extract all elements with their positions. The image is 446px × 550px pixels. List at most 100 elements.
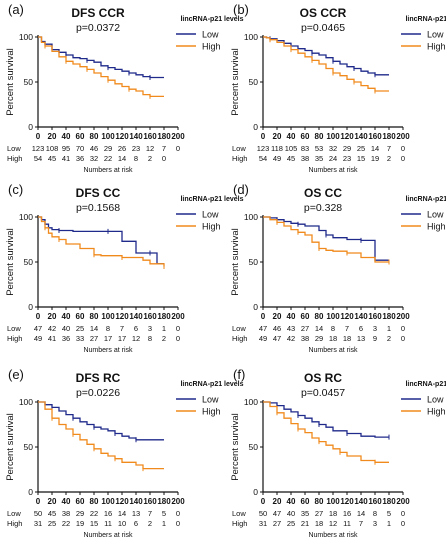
y-tick-label: 100 xyxy=(19,212,33,222)
risk-table: Low 47 42 40 25 14 8 7 6 3 1 0 High 49 41 36 33 27 17 17 12 8… xyxy=(7,324,180,343)
x-tick-label: 180 xyxy=(157,497,171,506)
x-tick-label: 200 xyxy=(171,312,185,321)
risk-cell: 7 xyxy=(345,324,349,333)
y-tick-label: 0 xyxy=(253,487,258,497)
panel-label: (f) xyxy=(233,367,245,382)
risk-row-label-low: Low xyxy=(7,144,21,153)
risk-row-label-low: Low xyxy=(232,324,246,333)
x-tick-label: 120 xyxy=(340,132,354,141)
legend-label-low: Low xyxy=(427,210,444,220)
series-line-high xyxy=(38,401,164,470)
x-tick-label: 120 xyxy=(115,312,129,321)
risk-cell: 3 xyxy=(148,324,152,333)
risk-cell: 6 xyxy=(134,519,138,528)
series-line-low xyxy=(263,216,389,261)
risk-cell: 49 xyxy=(34,334,42,343)
risk-cell: 35 xyxy=(315,154,323,163)
risk-cell: 18 xyxy=(329,334,337,343)
legend-title: lincRNA-p21 levels xyxy=(405,381,446,388)
y-tick-label: 0 xyxy=(28,302,33,312)
x-tick-label: 0 xyxy=(36,132,41,141)
y-tick-label: 50 xyxy=(249,257,259,267)
risk-cell: 13 xyxy=(357,334,365,343)
risk-cell: 41 xyxy=(62,154,70,163)
risk-cell: 108 xyxy=(46,144,59,153)
x-tick-label: 40 xyxy=(62,497,71,506)
legend: lincRNA-p21 levels Low High xyxy=(401,16,446,52)
risk-cell: 29 xyxy=(315,334,323,343)
risk-table-caption: Numbers at risk xyxy=(83,347,133,354)
risk-cell: 18 xyxy=(329,509,337,518)
risk-cell: 2 xyxy=(148,154,152,163)
risk-cell: 38 xyxy=(62,509,70,518)
x-tick-label: 20 xyxy=(273,497,282,506)
x-tick-label: 200 xyxy=(171,132,185,141)
x-tick-label: 140 xyxy=(354,312,368,321)
legend-label-high: High xyxy=(427,42,446,52)
series-line-high xyxy=(38,216,165,267)
risk-cell: 2 xyxy=(387,334,391,343)
risk-cell: 38 xyxy=(301,334,309,343)
x-tick-label: 120 xyxy=(340,497,354,506)
panel-label: (b) xyxy=(233,2,249,17)
x-tick-label: 100 xyxy=(326,312,340,321)
x-tick-label: 200 xyxy=(396,132,410,141)
x-tick-label: 40 xyxy=(62,312,71,321)
legend-title: lincRNA-p21 levels xyxy=(405,16,446,23)
chart-title: DFS CCR xyxy=(71,6,125,20)
x-tick-label: 60 xyxy=(301,497,310,506)
y-tick-label: 0 xyxy=(28,122,33,132)
x-tick-label: 0 xyxy=(261,312,266,321)
risk-cell: 1 xyxy=(162,324,166,333)
risk-cell: 118 xyxy=(271,144,283,153)
risk-cell: 7 xyxy=(148,509,152,518)
risk-cell: 42 xyxy=(48,324,56,333)
x-tick-label: 80 xyxy=(315,312,324,321)
y-tick-label: 100 xyxy=(244,32,258,42)
y-axis-label: Percent survival xyxy=(5,48,16,116)
x-tick-label: 120 xyxy=(340,312,354,321)
legend-label-high: High xyxy=(427,407,446,417)
x-tick-label: 20 xyxy=(48,497,57,506)
legend-label-high: High xyxy=(427,222,446,232)
risk-cell: 53 xyxy=(315,144,323,153)
risk-cell: 11 xyxy=(343,519,351,528)
risk-cell: 0 xyxy=(176,519,180,528)
risk-cell: 22 xyxy=(90,509,98,518)
risk-cell: 18 xyxy=(315,519,323,528)
x-tick-label: 120 xyxy=(115,132,129,141)
chart-title: OS RC xyxy=(304,371,342,385)
x-tick-label: 140 xyxy=(129,312,143,321)
risk-cell: 13 xyxy=(132,509,140,518)
risk-cell: 1 xyxy=(387,519,391,528)
risk-cell: 25 xyxy=(76,324,84,333)
risk-row-label-high: High xyxy=(232,519,247,528)
risk-cell: 8 xyxy=(134,154,138,163)
risk-table-caption: Numbers at risk xyxy=(308,532,358,539)
series-line-low xyxy=(38,36,164,79)
x-tick-label: 160 xyxy=(143,312,157,321)
legend-label-low: Low xyxy=(202,210,219,220)
risk-cell: 45 xyxy=(287,154,295,163)
risk-cell: 123 xyxy=(257,144,270,153)
risk-cell: 8 xyxy=(106,324,110,333)
risk-cell: 11 xyxy=(104,519,112,528)
risk-cell: 1 xyxy=(387,324,391,333)
x-tick-label: 180 xyxy=(157,312,171,321)
y-tick-label: 50 xyxy=(249,442,259,452)
risk-cell: 45 xyxy=(48,154,56,163)
legend-label-low: Low xyxy=(202,395,219,405)
y-tick-label: 50 xyxy=(24,77,34,87)
risk-cell: 7 xyxy=(120,324,124,333)
risk-cell: 18 xyxy=(343,334,351,343)
p-value: p=0.0372 xyxy=(76,22,120,34)
x-tick-label: 200 xyxy=(396,312,410,321)
risk-cell: 3 xyxy=(373,324,377,333)
risk-cell: 32 xyxy=(329,144,337,153)
risk-table-caption: Numbers at risk xyxy=(83,532,133,539)
risk-cell: 0 xyxy=(401,334,405,343)
series-line-high xyxy=(38,36,164,98)
risk-cell: 47 xyxy=(273,509,281,518)
